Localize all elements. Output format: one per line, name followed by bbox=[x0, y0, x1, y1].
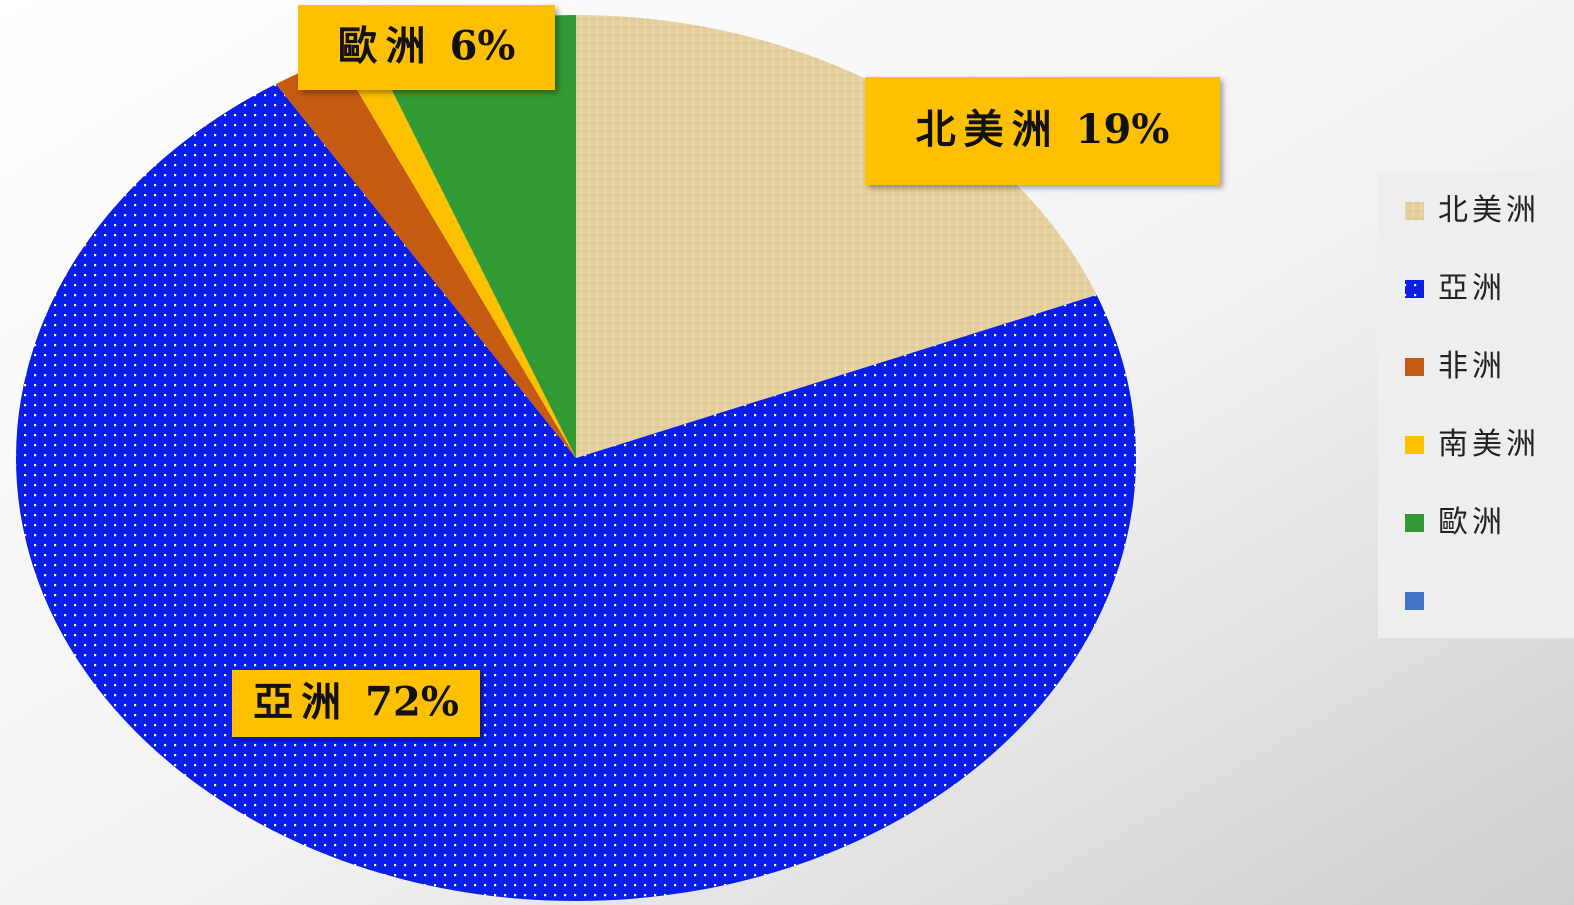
data-label-category: 歐洲 bbox=[338, 23, 434, 70]
legend-label: 亞洲 bbox=[1438, 271, 1506, 306]
legend-label: 北美洲 bbox=[1438, 193, 1540, 228]
pie-slice bbox=[337, 46, 576, 459]
data-label: 北美洲 19% bbox=[916, 106, 1170, 153]
legend-label: 南美洲 bbox=[1438, 427, 1540, 462]
pie-slice bbox=[275, 57, 576, 458]
pie-slice bbox=[576, 15, 1097, 458]
data-label-category: 亞洲 bbox=[253, 679, 349, 726]
legend-swatch bbox=[1405, 358, 1424, 376]
data-label-value: 72% bbox=[365, 679, 459, 726]
data-label-value: 6% bbox=[450, 23, 516, 70]
legend-label: 歐洲 bbox=[1438, 505, 1506, 540]
data-label-value: 19% bbox=[1076, 106, 1170, 153]
data-label-box bbox=[865, 77, 1220, 185]
legend-swatch bbox=[1405, 202, 1424, 220]
legend-swatch bbox=[1405, 436, 1424, 454]
legend-swatch bbox=[1405, 514, 1424, 532]
data-label: 亞洲 72% bbox=[253, 679, 459, 726]
data-label: 歐洲 6% bbox=[338, 23, 516, 70]
data-label-box bbox=[298, 5, 555, 90]
legend-label: 非洲 bbox=[1438, 349, 1506, 384]
data-label-category: 北美洲 bbox=[916, 106, 1060, 153]
legend-box bbox=[1378, 172, 1574, 638]
pie-slice bbox=[369, 15, 576, 458]
legend-swatch bbox=[1405, 280, 1424, 298]
data-label-box bbox=[232, 670, 480, 737]
legend-swatch bbox=[1405, 592, 1424, 610]
